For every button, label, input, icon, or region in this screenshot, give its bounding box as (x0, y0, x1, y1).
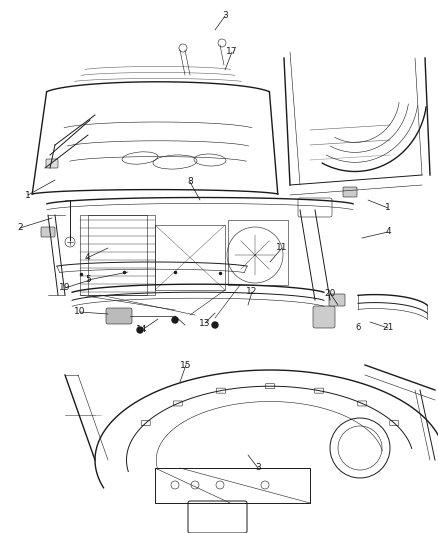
Text: 10: 10 (74, 308, 86, 317)
FancyBboxPatch shape (329, 294, 345, 306)
FancyBboxPatch shape (343, 187, 357, 197)
Text: 3: 3 (255, 464, 261, 472)
Text: 6: 6 (355, 324, 360, 333)
Bar (155, 225, 225, 290)
FancyBboxPatch shape (313, 306, 335, 328)
Text: 21: 21 (382, 324, 394, 333)
Text: 11: 11 (276, 244, 288, 253)
Circle shape (137, 327, 143, 333)
Text: 13: 13 (199, 319, 211, 327)
Text: 20: 20 (324, 288, 336, 297)
Circle shape (212, 322, 218, 328)
Text: 1: 1 (25, 190, 31, 199)
Text: 5: 5 (85, 276, 91, 285)
Text: 4: 4 (84, 254, 90, 262)
Text: 4: 4 (385, 228, 391, 237)
FancyBboxPatch shape (41, 227, 55, 237)
FancyBboxPatch shape (46, 159, 58, 168)
Bar (88, 215, 147, 295)
Text: 19: 19 (59, 284, 71, 293)
Text: 3: 3 (222, 12, 228, 20)
Text: 17: 17 (226, 47, 238, 56)
Text: 12: 12 (246, 287, 258, 296)
Text: 8: 8 (187, 177, 193, 187)
Text: 15: 15 (180, 360, 192, 369)
Bar (228, 220, 288, 285)
Text: 2: 2 (17, 223, 23, 232)
Bar (80, 215, 155, 295)
Text: 14: 14 (136, 326, 148, 335)
Text: 1: 1 (385, 204, 391, 213)
Circle shape (172, 317, 178, 323)
FancyBboxPatch shape (106, 308, 132, 324)
